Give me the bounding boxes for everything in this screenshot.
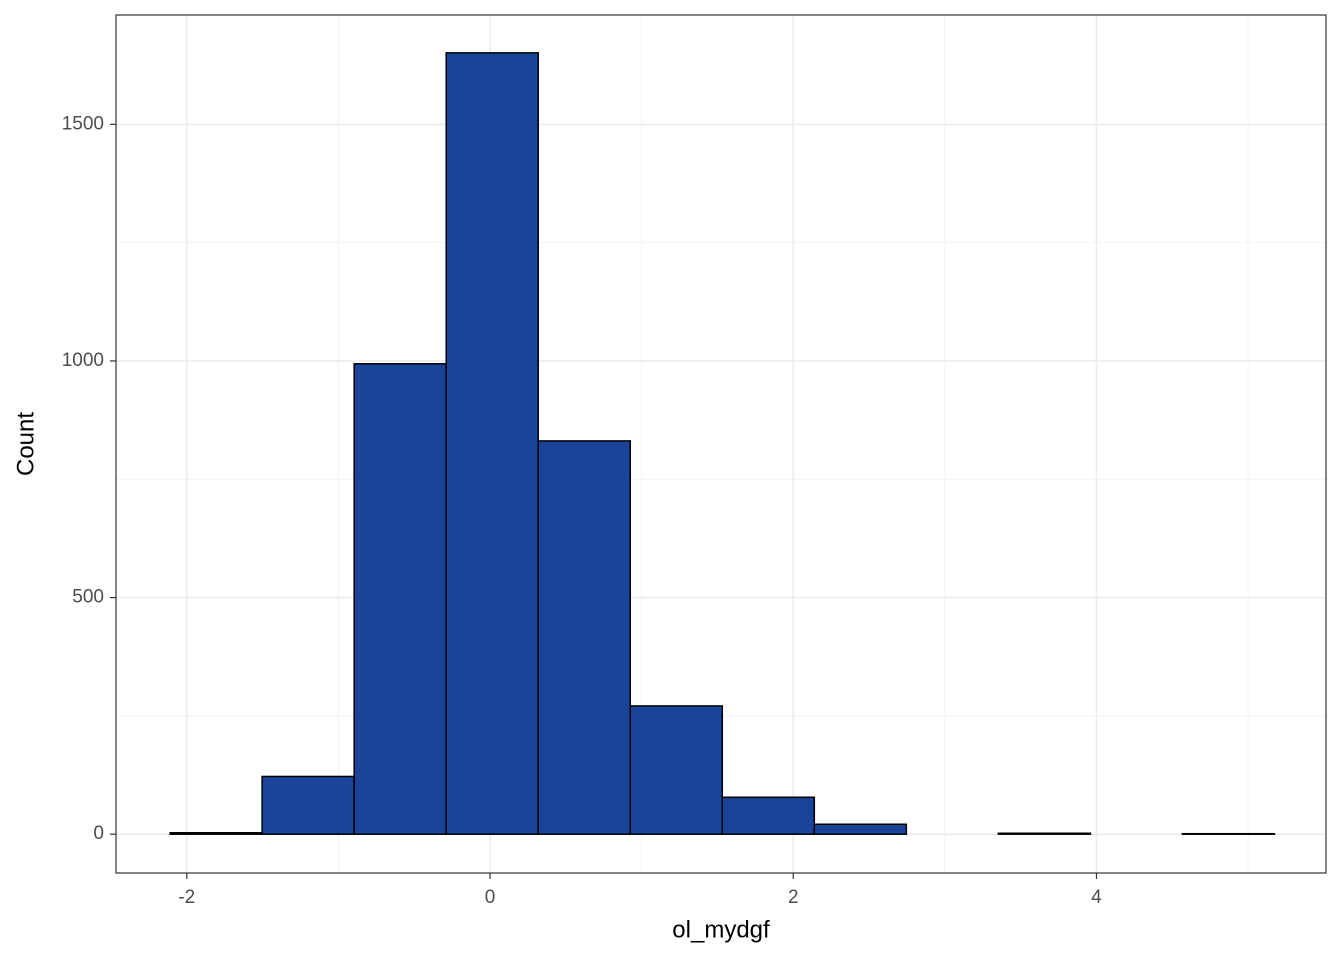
bar (629, 705, 724, 835)
bar (261, 775, 355, 835)
x-axis-title: ol_mydgf (672, 916, 770, 943)
y-tick-label: 0 (93, 823, 104, 844)
y-axis-title: Count (12, 412, 39, 476)
panel-border (115, 14, 1327, 874)
bar (537, 440, 632, 835)
y-tick-label: 1000 (62, 350, 104, 371)
x-tick-label: 4 (1091, 887, 1102, 908)
bar (445, 52, 539, 835)
y-tick-label: 500 (72, 587, 104, 608)
bar (813, 823, 908, 835)
bar (721, 796, 816, 835)
bar (997, 832, 1092, 835)
y-tick-label: 1500 (62, 113, 104, 134)
bar (169, 832, 263, 835)
x-tick-label: 2 (788, 887, 799, 908)
x-tick-label: 0 (485, 887, 496, 908)
x-tick-label: -2 (178, 887, 195, 908)
bar (353, 363, 447, 835)
